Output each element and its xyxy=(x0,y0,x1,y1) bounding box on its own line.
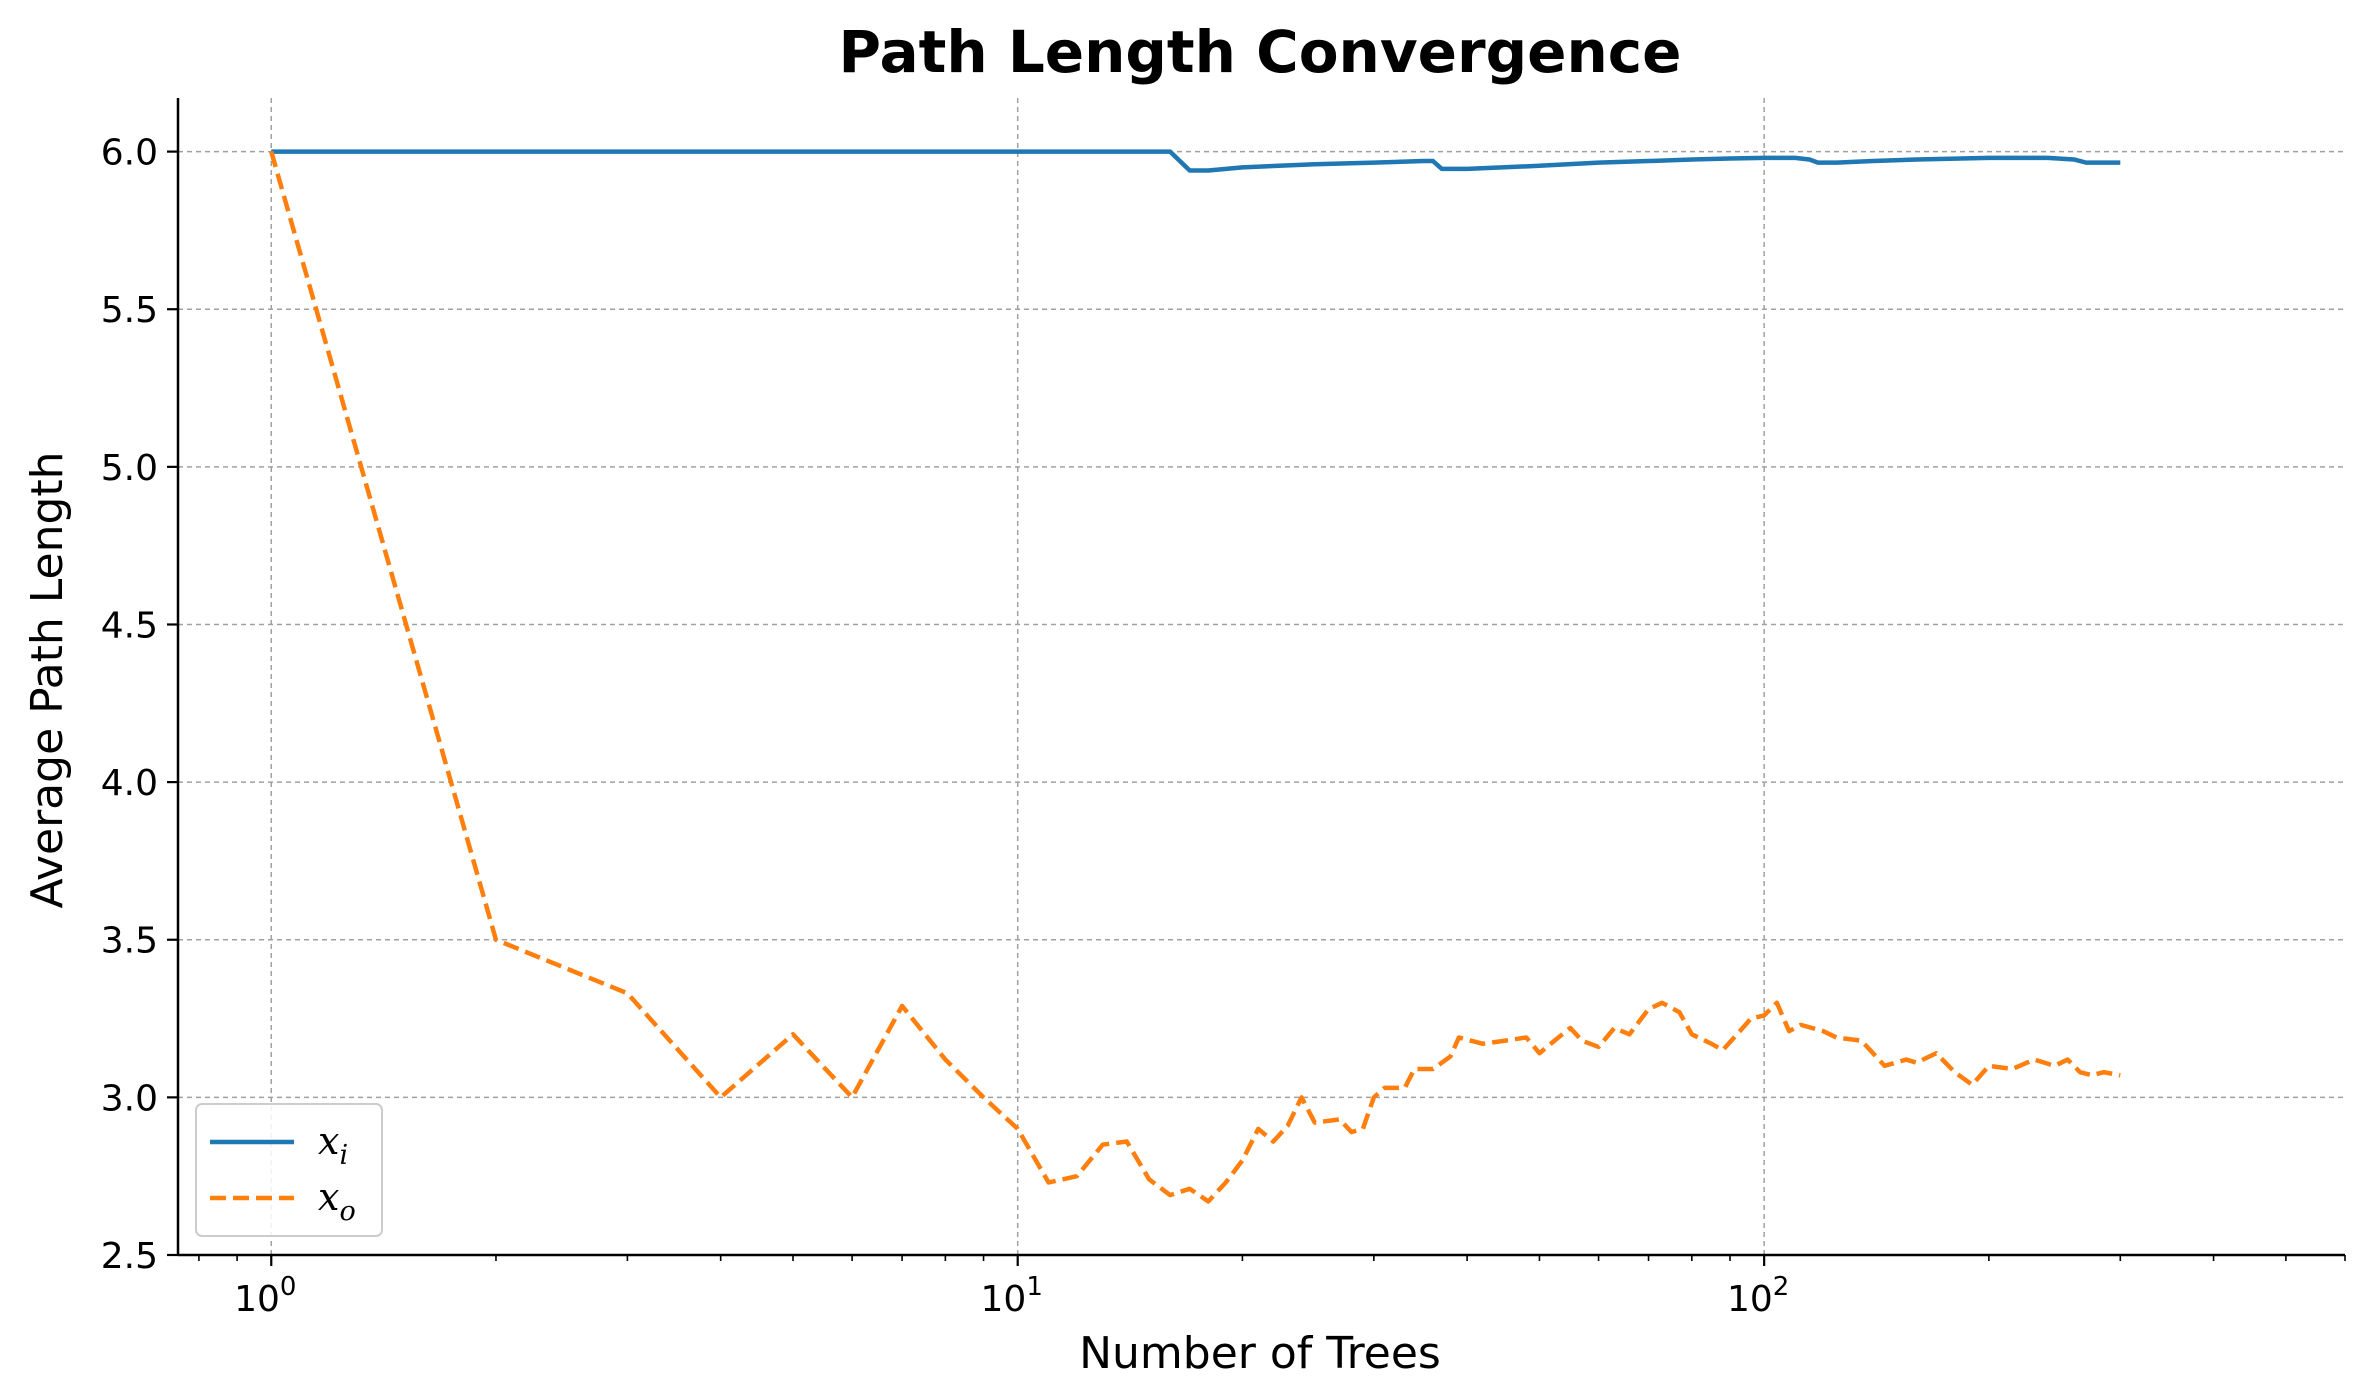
series-line-x-o xyxy=(269,150,2121,1204)
y-tick-label: 5.5 xyxy=(101,290,158,331)
y-axis-label: Average Path Length xyxy=(22,451,73,908)
y-tick-label: 4.0 xyxy=(101,763,158,804)
x-tick-label: 102 xyxy=(1727,1272,1789,1320)
y-tick-label: 3.0 xyxy=(101,1078,158,1119)
ticks: 2.5 3.0 3.5 4.0 4.5 5.0 5.5 6.0 100 101 102 xyxy=(101,133,2346,1320)
y-tick-label: 5.0 xyxy=(101,448,158,489)
x-axis-label: Number of Trees xyxy=(1079,1328,1441,1379)
y-tick-label: 6.0 xyxy=(101,133,158,174)
x-tick-label: 101 xyxy=(981,1272,1043,1320)
series-line-x-i xyxy=(271,149,2121,173)
y-tick-label: 3.5 xyxy=(101,921,158,962)
y-tick-label: 4.5 xyxy=(101,605,158,646)
legend-label-x-i: xi xyxy=(318,1119,348,1171)
grid xyxy=(178,98,2345,1255)
x-tick-label: 100 xyxy=(234,1272,296,1320)
legend-label-x-o: xo xyxy=(318,1175,356,1227)
legend-box xyxy=(195,1103,383,1237)
chart-title: Path Length Convergence xyxy=(839,18,1682,86)
axes xyxy=(176,98,2345,1257)
y-tick-label: 2.5 xyxy=(101,1236,158,1277)
series-layer xyxy=(269,149,2121,1204)
